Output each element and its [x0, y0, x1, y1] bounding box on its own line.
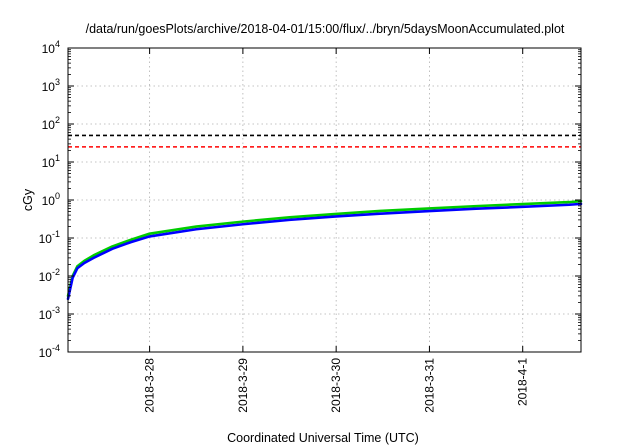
y-tick-exponent: -3: [52, 305, 60, 315]
y-axis-label: cGy: [21, 188, 35, 211]
y-tick-base: 10: [39, 346, 53, 360]
series-lines: [66, 199, 583, 301]
series-line: [66, 202, 583, 301]
series-line: [66, 199, 583, 298]
y-tick-exponent: 4: [55, 39, 60, 49]
y-tick-label: 10-3: [39, 305, 60, 322]
y-tick-base: 10: [39, 232, 53, 246]
y-tick-label: 10-1: [39, 229, 60, 246]
y-tick-label: 101: [42, 153, 60, 170]
y-tick-exponent: 0: [55, 191, 60, 201]
y-tick-base: 10: [42, 42, 56, 56]
y-tick-label: 104: [42, 39, 60, 56]
axis-ticks: [68, 47, 581, 353]
y-tick-exponent: 1: [55, 153, 60, 163]
chart-title: /data/run/goesPlots/archive/2018-04-01/1…: [86, 22, 565, 36]
y-tick-exponent: -1: [52, 229, 60, 239]
y-tick-label: 10-2: [39, 267, 60, 284]
y-tick-base: 10: [42, 194, 56, 208]
y-tick-exponent: 3: [55, 77, 60, 87]
x-tick-label: 2018-4-1: [516, 358, 530, 406]
y-tick-base: 10: [42, 80, 56, 94]
y-tick-label: 10-4: [39, 343, 60, 360]
y-tick-base: 10: [39, 308, 53, 322]
reference-lines: [68, 134, 581, 148]
x-tick-label: 2018-3-29: [236, 358, 250, 413]
x-tick-label: 2018-3-30: [329, 358, 343, 413]
y-tick-label: 103: [42, 77, 60, 94]
x-axis-label: Coordinated Universal Time (UTC): [227, 431, 419, 445]
grid: [68, 48, 581, 352]
x-tick-label: 2018-3-28: [143, 358, 157, 413]
y-tick-base: 10: [42, 118, 56, 132]
y-tick-exponent: 2: [55, 115, 60, 125]
y-tick-base: 10: [39, 270, 53, 284]
y-tick-label: 102: [42, 115, 60, 132]
x-axis-tick-labels: 2018-3-28 2018-3-29 2018-3-30 2018-3-31 2018…: [143, 358, 530, 413]
y-tick-exponent: -2: [52, 267, 60, 277]
x-tick-label: 2018-3-31: [422, 358, 436, 413]
y-tick-base: 10: [42, 156, 56, 170]
y-tick-exponent: -4: [52, 343, 60, 353]
y-tick-label: 100: [42, 191, 60, 208]
